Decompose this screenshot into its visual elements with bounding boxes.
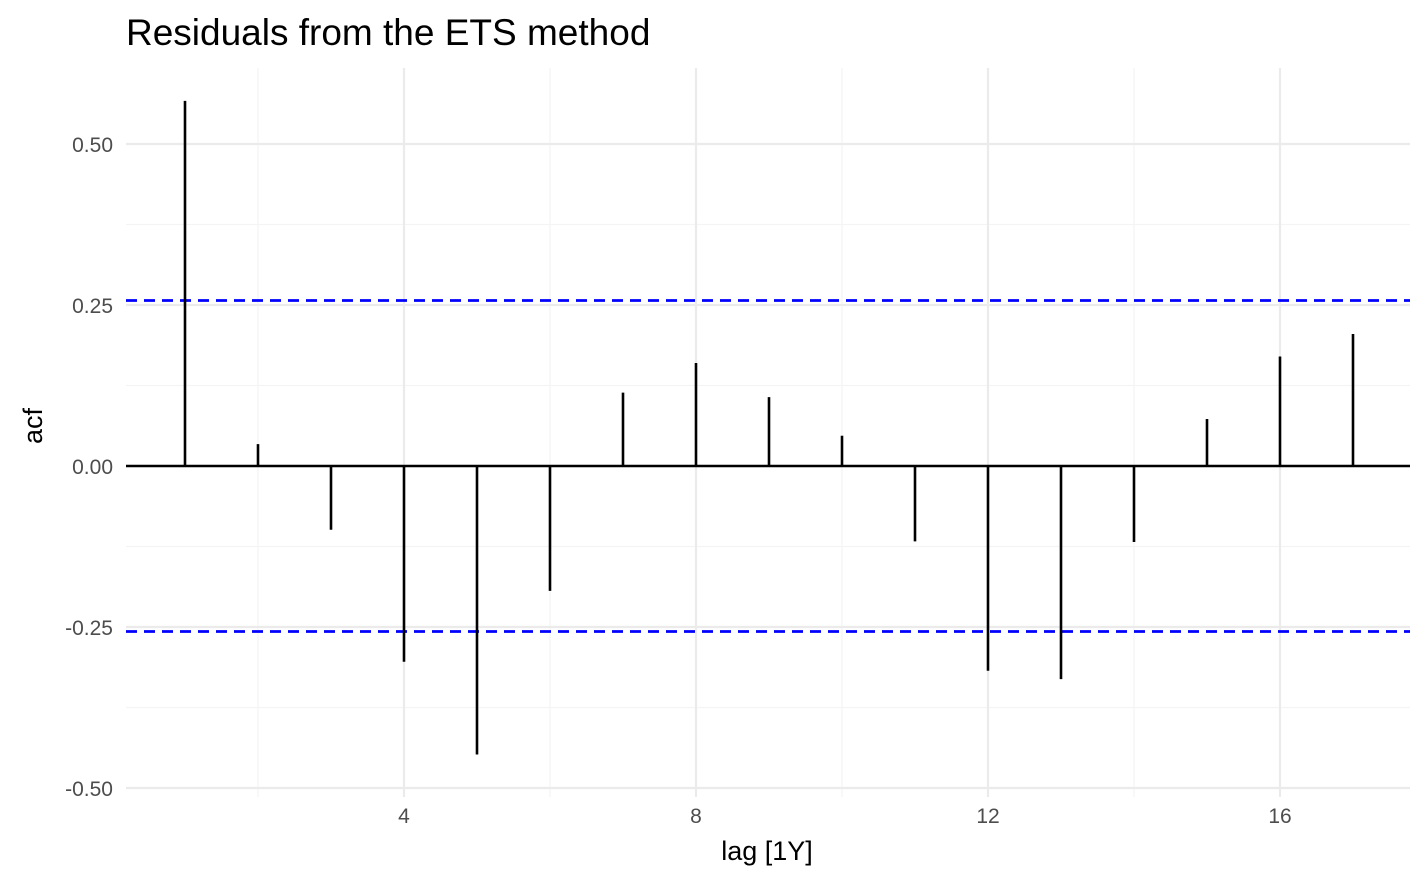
- acf-bars-layer: [126, 100, 1410, 755]
- x-axis-title: lag [1Y]: [721, 836, 813, 866]
- chart-title: Residuals from the ETS method: [126, 12, 650, 53]
- x-tick-label: 4: [398, 805, 410, 828]
- y-axis-title: acf: [18, 407, 48, 444]
- y-tick-label: 0.50: [72, 134, 113, 157]
- x-tick-label: 16: [1268, 805, 1291, 828]
- confidence-bounds-layer: [126, 299, 1410, 633]
- grid-layer: [126, 68, 1410, 797]
- x-tick-label: 12: [976, 805, 999, 828]
- y-tick-label: 0.00: [72, 456, 113, 479]
- x-tick-label: 8: [690, 805, 702, 828]
- y-tick-label: 0.25: [72, 295, 113, 318]
- tick-labels-layer: 0.50 0.25 0.00 -0.25 -0.50 4 8 12 16: [65, 134, 1292, 828]
- y-tick-label: -0.25: [65, 617, 113, 640]
- y-tick-label: -0.50: [65, 778, 113, 801]
